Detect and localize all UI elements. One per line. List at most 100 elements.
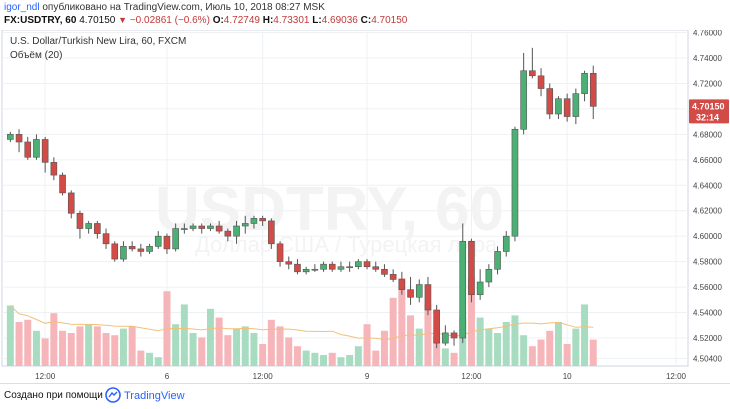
candle-body xyxy=(24,141,32,158)
volume-bar xyxy=(415,328,423,366)
volume-bar xyxy=(520,335,528,366)
volume-bar xyxy=(572,328,580,366)
candle-body xyxy=(372,266,380,270)
candle-body xyxy=(563,98,571,117)
volume-bar xyxy=(6,305,14,366)
publish-info: igor_ndl опубликовано на TradingView.com… xyxy=(4,2,325,13)
candle-body xyxy=(102,233,110,245)
y-tick-label: 4.74000 xyxy=(693,54,722,63)
candle-body xyxy=(363,261,371,268)
price-axis[interactable]: 4.760004.740004.720004.700004.680004.660… xyxy=(693,29,722,364)
y-tick-label: 4.60000 xyxy=(693,232,722,241)
candle-body xyxy=(250,218,258,224)
tradingview-link[interactable]: TradingView xyxy=(124,390,185,402)
volume-bar xyxy=(259,344,267,366)
volume-bar xyxy=(267,319,275,366)
volume-bar xyxy=(102,333,110,366)
volume-bars xyxy=(6,278,597,366)
volume-bar xyxy=(137,350,145,366)
volume-bar xyxy=(424,304,432,366)
volume-bar xyxy=(24,319,32,366)
volume-bar xyxy=(285,337,293,366)
plot-border xyxy=(1,29,689,367)
volume-bar xyxy=(563,344,571,366)
candle-body xyxy=(433,309,440,344)
time-axis[interactable]: 12:00 6 12:00 9 12:00 10 12:00 xyxy=(35,372,686,381)
volume-bar xyxy=(93,326,101,366)
candle-body xyxy=(15,134,23,143)
volume-bar xyxy=(554,322,562,366)
candle-body xyxy=(502,235,510,252)
candle-body xyxy=(320,263,327,270)
author-link[interactable]: igor_ndl xyxy=(4,2,40,13)
last-price: 4.70150 xyxy=(79,15,116,26)
price-tag-value: 4.70150 xyxy=(692,101,725,111)
x-tick-label: 12:00 xyxy=(666,372,687,381)
tradingview-logo-icon[interactable] xyxy=(104,387,122,403)
volume-bar xyxy=(50,313,58,366)
legend-title: U.S. Dollar/Turkish New Lira, 60, FXCM xyxy=(10,36,187,47)
candle-body xyxy=(94,223,101,234)
candle-body xyxy=(215,225,223,232)
volume-bar xyxy=(241,326,249,366)
volume-bar xyxy=(380,330,388,366)
candle-body xyxy=(111,243,119,260)
candle-body xyxy=(520,70,527,130)
volume-bar xyxy=(407,315,415,366)
ohlc-readout: FX:USDTRY, 60 4.70150 ▼ −0.02861 (−0.6%)… xyxy=(4,15,407,26)
candle-body xyxy=(529,70,536,77)
volume-ma-line xyxy=(9,305,594,341)
volume-bar xyxy=(59,330,67,366)
x-tick-label: 12:00 xyxy=(253,372,274,381)
candle-body xyxy=(537,75,545,89)
candle-body xyxy=(137,248,145,252)
y-tick-label: 4.64000 xyxy=(693,181,722,190)
candle-body xyxy=(285,261,293,265)
x-tick-label: 9 xyxy=(365,372,370,381)
candle-body xyxy=(67,192,75,214)
volume-bar xyxy=(476,317,484,366)
volume-bar xyxy=(398,278,406,366)
volume-bar xyxy=(537,339,545,366)
price-chart[interactable]: USDTRY, 60 Доллар США / Турецкая лира 4.… xyxy=(0,29,730,382)
publish-text: опубликовано на TradingView.com, Июль 10… xyxy=(42,2,325,13)
price-tag-box xyxy=(689,99,729,124)
chart-area[interactable]: USDTRY, 60 Доллар США / Турецкая лира 4.… xyxy=(0,29,730,382)
volume-bar xyxy=(233,328,241,366)
candle-body xyxy=(224,230,232,237)
volume-bar xyxy=(172,324,180,366)
down-arrow-icon: ▼ xyxy=(118,15,128,25)
chart-header: igor_ndl опубликовано на TradingView.com… xyxy=(0,0,730,30)
candle-body xyxy=(442,332,449,344)
candle-body xyxy=(302,268,310,273)
candle-body xyxy=(311,268,319,271)
candle-body xyxy=(589,72,597,107)
watermark-name: Доллар США / Турецкая лира xyxy=(195,232,498,257)
volume-bar xyxy=(581,304,589,366)
y-tick-label: 4.54000 xyxy=(693,309,722,318)
candle-body xyxy=(459,240,467,339)
volume-bar xyxy=(41,338,49,366)
volume-bar xyxy=(372,350,380,366)
candle-body xyxy=(189,225,197,229)
candle-body xyxy=(546,88,554,115)
last-price-tag: 4.70150 32:14 xyxy=(689,99,729,124)
x-tick-label: 10 xyxy=(563,372,572,381)
x-tick-label: 12:00 xyxy=(35,372,56,381)
candle-body xyxy=(485,268,493,283)
y-tick-label: 4.52000 xyxy=(693,334,722,343)
volume-bar xyxy=(32,330,40,366)
volume-bar xyxy=(502,322,510,366)
chart-legend: U.S. Dollar/Turkish New Lira, 60, FXCM О… xyxy=(10,36,186,64)
volume-bar xyxy=(441,348,449,366)
x-tick-label: 12:00 xyxy=(461,372,482,381)
candle-body xyxy=(476,281,484,296)
volume-bar xyxy=(389,297,397,366)
volume-bar xyxy=(589,339,597,366)
candle-body xyxy=(163,235,171,250)
candle-body xyxy=(450,332,458,339)
candle-body xyxy=(181,228,188,230)
volume-bar xyxy=(511,315,519,366)
legend-volume: Объём (20) xyxy=(10,50,63,61)
volume-bar xyxy=(546,330,554,366)
